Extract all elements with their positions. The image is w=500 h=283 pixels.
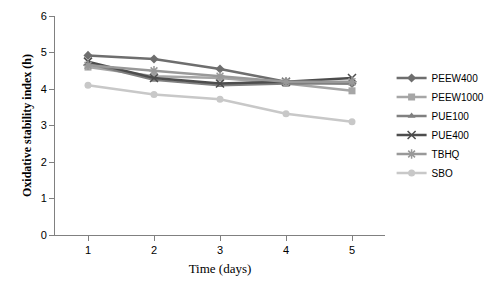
svg-text:TBHQ: TBHQ <box>432 149 460 160</box>
svg-text:6: 6 <box>41 10 47 22</box>
svg-text:Time (days): Time (days) <box>189 261 252 276</box>
svg-text:2: 2 <box>41 156 47 168</box>
svg-text:5: 5 <box>349 244 355 256</box>
svg-text:3: 3 <box>217 244 223 256</box>
svg-text:Oxidative stability index (h): Oxidative stability index (h) <box>20 54 34 197</box>
svg-text:3: 3 <box>41 119 47 131</box>
svg-text:PUE400: PUE400 <box>432 130 470 141</box>
svg-text:4: 4 <box>41 83 47 95</box>
svg-text:4: 4 <box>283 244 289 256</box>
svg-text:2: 2 <box>151 244 157 256</box>
svg-text:1: 1 <box>85 244 91 256</box>
svg-text:5: 5 <box>41 46 47 58</box>
svg-text:PEEW1000: PEEW1000 <box>432 92 484 103</box>
svg-text:0: 0 <box>41 229 47 241</box>
svg-text:PUE100: PUE100 <box>432 111 470 122</box>
svg-text:1: 1 <box>41 192 47 204</box>
svg-text:PEEW400: PEEW400 <box>432 73 479 84</box>
svg-text:SBO: SBO <box>432 168 453 179</box>
